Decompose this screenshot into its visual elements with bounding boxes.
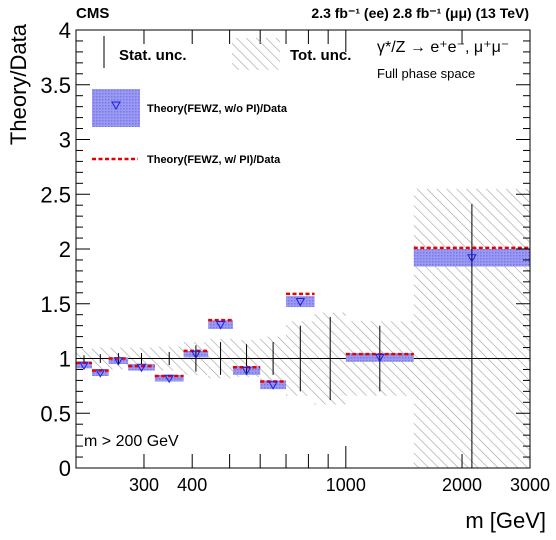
x-tick-label: 3000 [510,475,550,495]
y-tick-label: 1.5 [40,292,71,317]
y-tick-label: 2 [59,237,71,262]
theory-marker-8 [268,381,278,390]
theory-markers [79,254,477,390]
x-axis-title: m [GeV] [465,508,546,533]
lumi-label: 2.3 fb⁻¹ (ee) 2.8 fb⁻¹ (μμ) (13 TeV) [311,5,529,21]
legend-tot-swatch [232,38,280,70]
x-tick-label: 2000 [442,475,482,495]
theory-band-6 [208,320,233,329]
phase-space-label: Full phase space [377,66,475,81]
theory-marker-9 [295,298,306,307]
y-tick-label: 0 [59,456,71,481]
legend-theory-no-pi-label: Theory(FEWZ, w/o PI)/Data [147,103,288,115]
process-label: γ*/Z → e⁺e⁻, μ⁺μ⁻ [377,39,509,56]
y-tick-label: 1 [59,347,71,372]
x-axis: 300 400 1000 2000 3000 [75,30,550,495]
theory-marker-1 [95,369,106,378]
theory-band-9 [286,296,315,308]
legend-theory-pi-label: Theory(FEWZ, w/ PI)/Data [147,154,281,166]
stat-uncertainty-bars [83,204,473,468]
theory-band-8 [260,380,287,390]
y-tick-label: 0.5 [40,401,71,426]
theory-marker-6 [215,321,226,330]
theory-band-0 [76,361,92,369]
theory-band-1 [91,369,109,377]
theory-marker-4 [164,374,175,384]
x-tick-label: 1000 [326,475,366,495]
y-axis: 0 0.5 1 1.5 2 2.5 3 3.5 4 [40,18,530,481]
x-tick-label: 400 [177,475,207,495]
theory-marker-2 [113,357,124,366]
legend-stat-label: Stat. unc. [119,47,187,64]
legend-theory-no-pi-marker [111,101,121,111]
y-tick-label: 4 [59,18,71,43]
y-axis-title: Theory/Data [6,23,31,145]
y-tick-label: 3.5 [40,73,71,98]
y-tick-label: 2.5 [40,182,71,207]
y-tick-label: 3 [59,128,71,153]
mass-cut-label: m > 200 GeV [84,433,179,450]
x-tick-label: 300 [129,475,159,495]
theory-marker-3 [136,363,147,373]
total-uncertainty-bands [76,188,530,468]
theory-marker-0 [79,361,89,371]
cms-label: CMS [76,5,109,22]
theory-marker-12 [467,254,477,263]
theory-marker-7 [241,367,252,376]
legend-tot-label: Tot. unc. [290,47,351,64]
theory-marker-5 [191,350,201,360]
theory-marker-11 [374,353,385,363]
theory-band-4 [154,374,184,382]
